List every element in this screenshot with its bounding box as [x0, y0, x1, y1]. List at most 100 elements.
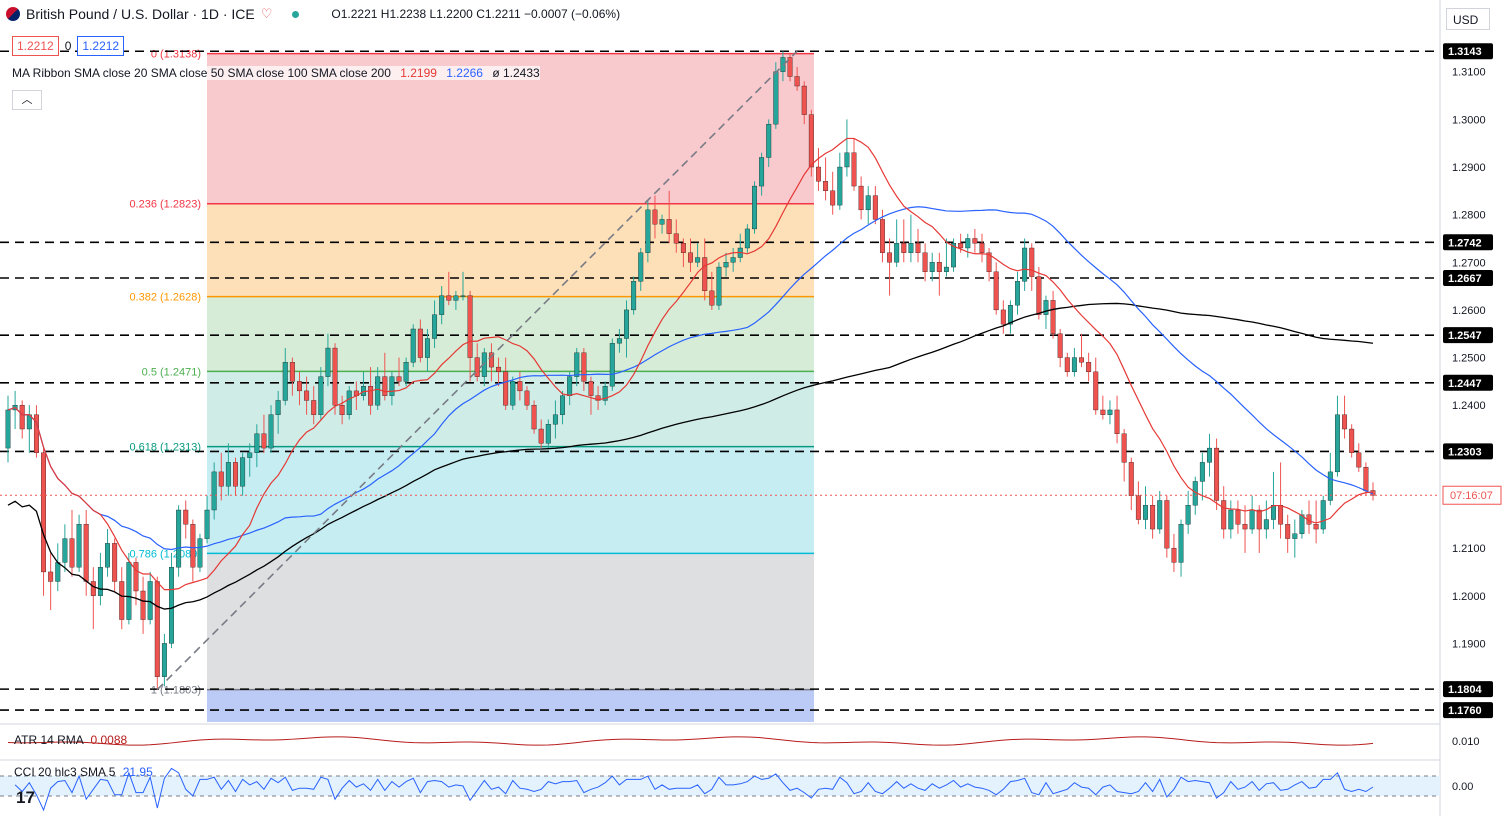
candle-body — [1050, 300, 1056, 334]
candle-body — [126, 562, 132, 620]
candle-body — [979, 243, 985, 253]
candle-body — [816, 166, 821, 182]
candle-body — [105, 543, 110, 568]
candle-body — [1171, 547, 1177, 563]
buy-button[interactable]: 1.2212 — [77, 36, 125, 56]
candle-body — [922, 252, 928, 272]
sma20-line — [7, 137, 1374, 591]
candle-body — [154, 581, 160, 677]
atr-legend[interactable]: ATR 14 RMA 0.0088 — [14, 733, 127, 747]
candle-body — [403, 362, 409, 382]
candle-body — [1086, 362, 1092, 373]
candle-body — [1164, 500, 1170, 549]
symbol-title[interactable]: British Pound / U.S. Dollar · 1D · ICE — [26, 6, 255, 22]
candle-body — [1093, 371, 1099, 411]
fib-trend-line — [156, 50, 798, 691]
candle-body — [389, 376, 395, 396]
cci-legend[interactable]: CCI 20 hlc3 SMA 5 21.95 — [14, 765, 153, 779]
candle-body — [986, 252, 992, 272]
candle-body — [1263, 519, 1269, 530]
candle-body — [567, 376, 573, 396]
candle-body — [887, 252, 893, 263]
candle-body — [858, 185, 864, 211]
candle-body — [801, 85, 807, 115]
fib-zone — [207, 296, 814, 372]
candle-body — [467, 295, 473, 358]
candle-body — [83, 524, 89, 582]
candle-body — [496, 366, 502, 373]
ma50-value: 1.2266 — [446, 66, 483, 80]
candle-body — [119, 581, 125, 620]
candle-body — [417, 328, 423, 358]
fib-level-label: 0.236 (1.2823) — [129, 199, 201, 211]
candle-body — [254, 433, 260, 453]
candle-body — [33, 414, 39, 453]
candle-body — [1285, 524, 1291, 539]
candle-body — [41, 452, 47, 573]
candle-body — [1057, 333, 1063, 358]
candle-body — [510, 381, 516, 406]
candle-body — [1313, 524, 1319, 530]
collapse-legend-button[interactable]: ︿ — [12, 90, 42, 110]
candle-body — [624, 309, 629, 339]
candle-body — [524, 390, 530, 406]
candle-body — [972, 238, 978, 244]
candle-body — [332, 347, 338, 406]
candle-body — [517, 381, 523, 392]
price-tick-label: 1.1900 — [1452, 638, 1486, 650]
candle-body — [410, 328, 416, 363]
candle-body — [894, 243, 900, 263]
candle-body — [1015, 281, 1020, 306]
market-status-icon[interactable] — [292, 10, 300, 18]
candle-body — [48, 571, 54, 582]
candle-body — [1157, 500, 1163, 530]
candle-body — [1249, 509, 1255, 530]
candle-body — [90, 581, 96, 596]
level-price-tag — [1443, 374, 1493, 391]
candle-body — [1334, 414, 1340, 473]
candle-body — [659, 219, 665, 225]
sell-button[interactable]: 1.2212 — [12, 36, 59, 56]
ma-ribbon-legend[interactable]: MA Ribbon SMA close 20 SMA close 50 SMA … — [12, 66, 540, 80]
fib-level-label: 0.382 (1.2628) — [129, 292, 201, 304]
candle-body — [140, 590, 146, 620]
candle-body — [169, 567, 174, 644]
chart-header: British Pound / U.S. Dollar · 1D · ICE ♡… — [0, 0, 1440, 36]
price-tick-label: 1.2000 — [1452, 591, 1486, 603]
candle-body — [588, 381, 594, 396]
candle-body — [1299, 514, 1305, 534]
ohlc-values: O1.2221 H1.2238 L1.2200 C1.2211 −0.0007 … — [331, 7, 621, 21]
ma-ribbon-label: MA Ribbon SMA close 20 SMA close 50 SMA … — [12, 66, 391, 80]
price-tick-label: 1.2800 — [1452, 210, 1486, 222]
currency-label: USD — [1453, 13, 1479, 27]
gbp-usd-flag-icon — [6, 7, 20, 21]
fib-zone — [207, 689, 814, 722]
candle-body — [673, 233, 679, 244]
ma200-value: ø 1.2433 — [492, 66, 540, 80]
candle-body — [439, 295, 445, 315]
candle-body — [1363, 466, 1369, 492]
favorite-heart-icon[interactable]: ♡ — [260, 6, 273, 21]
candle-body — [218, 471, 224, 487]
candle-body — [943, 266, 949, 272]
candle-body — [574, 352, 580, 377]
candle-body — [346, 390, 352, 415]
candle-body — [460, 295, 466, 297]
candle-body — [531, 405, 537, 430]
candle-body — [538, 428, 544, 444]
atr-line — [7, 736, 1374, 746]
candle-body — [289, 362, 295, 382]
candle-body — [1349, 428, 1355, 453]
tradingview-logo[interactable]: 17 — [16, 788, 35, 807]
candle-body — [936, 262, 942, 272]
candle-body — [503, 371, 509, 406]
candle-body — [702, 257, 708, 292]
currency-selector[interactable]: USD — [1446, 8, 1490, 30]
candle-body — [1007, 305, 1013, 325]
candle-body — [872, 195, 878, 220]
candle-body — [1107, 409, 1113, 415]
ma20-value: 1.2199 — [400, 66, 437, 80]
level-price-label: 1.3143 — [1448, 46, 1482, 58]
candle-body — [695, 257, 701, 263]
